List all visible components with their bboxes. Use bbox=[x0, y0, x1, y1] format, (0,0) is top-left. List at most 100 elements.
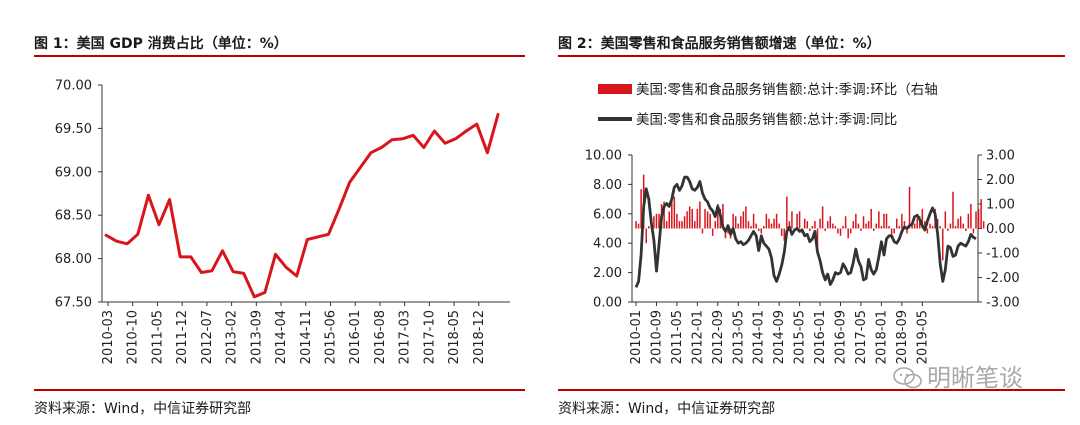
bar-mom-growth bbox=[706, 211, 709, 229]
bar-mom-growth bbox=[811, 226, 814, 229]
bar-mom-growth bbox=[816, 228, 819, 249]
bar-mom-growth bbox=[742, 211, 745, 229]
bar-mom-growth bbox=[862, 216, 865, 229]
x-tick-label: 2014-09 bbox=[772, 310, 787, 364]
source-note: 资料来源：Wind，中信证券研究部 bbox=[34, 401, 252, 417]
bar-mom-growth bbox=[972, 228, 975, 234]
bar-mom-growth bbox=[694, 221, 696, 229]
x-tick-label: 2013-05 bbox=[731, 310, 746, 364]
retail-sales-combo-chart: 美国:零售和食品服务销售额:总计:季调:环比（右轴美国:零售和食品服务销售额:总… bbox=[585, 81, 1020, 364]
bar-mom-growth bbox=[982, 221, 985, 229]
bar-mom-growth bbox=[829, 216, 832, 229]
x-tick-label: 2014-01 bbox=[752, 310, 767, 364]
x-tick-label: 2017-03 bbox=[398, 310, 413, 364]
bar-mom-growth bbox=[819, 218, 821, 229]
x-tick-label: 2010-01 bbox=[629, 310, 644, 364]
bar-mom-growth bbox=[668, 211, 670, 229]
bar-mom-growth bbox=[768, 218, 770, 229]
x-tick-label: 2016-09 bbox=[834, 310, 849, 364]
bar-mom-growth bbox=[745, 206, 747, 229]
bar-mom-growth bbox=[842, 226, 844, 229]
x-tick-label: 2013-02 bbox=[225, 310, 240, 364]
bar-mom-growth bbox=[699, 201, 701, 229]
bar-mom-growth bbox=[860, 228, 862, 231]
source-rule bbox=[558, 389, 1065, 391]
bar-mom-growth bbox=[635, 221, 637, 229]
bar-mom-growth bbox=[980, 199, 982, 229]
bar-mom-growth bbox=[678, 221, 681, 229]
bar-mom-growth bbox=[954, 226, 957, 229]
bar-mom-growth bbox=[814, 221, 816, 229]
bar-mom-growth bbox=[637, 223, 640, 229]
bar-mom-growth bbox=[872, 228, 875, 231]
y-tick-label: 68.00 bbox=[55, 252, 92, 267]
bar-mom-growth bbox=[832, 223, 834, 229]
bar-mom-growth bbox=[724, 228, 727, 239]
bar-mom-growth bbox=[688, 206, 691, 229]
bar-mom-growth bbox=[676, 213, 678, 229]
bar-mom-growth bbox=[975, 211, 977, 229]
bar-mom-growth bbox=[770, 223, 773, 229]
x-tick-label: 2014-04 bbox=[274, 310, 289, 364]
bar-mom-growth bbox=[722, 204, 724, 229]
x-tick-label: 2011-12 bbox=[175, 310, 190, 364]
right-y-tick-label: 0.00 bbox=[986, 222, 1015, 237]
bar-mom-growth bbox=[752, 213, 755, 229]
y-tick-label: 70.00 bbox=[55, 79, 92, 94]
bar-mom-growth bbox=[809, 228, 811, 231]
bar-mom-growth bbox=[824, 228, 826, 231]
bar-mom-growth bbox=[732, 213, 734, 229]
bar-mom-growth bbox=[893, 228, 895, 234]
bar-mom-growth bbox=[765, 213, 768, 229]
right-y-tick-label: -2.00 bbox=[986, 271, 1020, 286]
y-tick-label: 69.50 bbox=[55, 122, 92, 137]
bar-mom-growth bbox=[926, 228, 929, 234]
bar-mom-growth bbox=[901, 213, 903, 229]
bar-mom-growth bbox=[837, 228, 839, 234]
bar-mom-growth bbox=[903, 221, 906, 229]
wechat-icon bbox=[893, 367, 922, 389]
left-y-tick-label: 10.00 bbox=[585, 149, 622, 164]
title-rule bbox=[558, 55, 1065, 57]
bar-mom-growth bbox=[931, 226, 934, 229]
bar-mom-growth bbox=[775, 213, 778, 229]
bar-mom-growth bbox=[796, 213, 798, 229]
x-tick-label: 2012-07 bbox=[200, 310, 215, 364]
bar-mom-growth bbox=[653, 216, 655, 229]
bar-mom-growth bbox=[977, 208, 980, 229]
bar-mom-growth bbox=[888, 226, 890, 229]
x-tick-label: 2016-01 bbox=[348, 310, 363, 364]
bar-mom-growth bbox=[898, 226, 901, 229]
bar-mom-growth bbox=[867, 221, 870, 229]
bar-mom-growth bbox=[944, 211, 947, 229]
bar-mom-growth bbox=[701, 228, 704, 234]
y-tick-label: 68.50 bbox=[55, 209, 92, 224]
bar-mom-growth bbox=[665, 221, 668, 229]
bar-mom-growth bbox=[798, 211, 801, 229]
bar-mom-growth bbox=[791, 211, 793, 229]
bar-mom-growth bbox=[947, 228, 949, 231]
bar-mom-growth bbox=[806, 221, 809, 229]
watermark: 明晰笔谈 bbox=[893, 358, 1023, 393]
series-line-yoy-growth bbox=[634, 175, 977, 288]
gdp-consumption-line-chart: 70.00 69.50 69.00 68.50 68.00 67.50 2010-03 201… bbox=[55, 79, 510, 364]
x-tick-label: 2016-01 bbox=[813, 310, 828, 364]
x-tick-label: 2017-05 bbox=[854, 310, 869, 364]
x-tick-label: 2012-01 bbox=[690, 310, 705, 364]
bar-mom-growth bbox=[671, 201, 673, 229]
bar-mom-growth bbox=[755, 223, 757, 229]
bar-mom-growth bbox=[929, 223, 931, 229]
bar-mom-growth bbox=[709, 213, 711, 229]
x-tick-label: 2013-09 bbox=[249, 310, 264, 364]
bar-mom-growth bbox=[737, 223, 740, 229]
bar-mom-growth bbox=[880, 226, 883, 229]
x-tick-label: 2018-01 bbox=[874, 310, 889, 364]
bar-mom-growth bbox=[691, 208, 693, 229]
bar-mom-growth bbox=[849, 228, 852, 234]
legend-label-bar: 美国:零售和食品服务销售额:总计:季调:环比（右轴 bbox=[636, 81, 938, 98]
bar-mom-growth bbox=[924, 221, 926, 229]
bar-mom-growth bbox=[896, 218, 898, 229]
bar-mom-growth bbox=[778, 223, 780, 229]
bar-mom-growth bbox=[911, 223, 913, 229]
x-tick-label: 2018-05 bbox=[447, 310, 462, 364]
